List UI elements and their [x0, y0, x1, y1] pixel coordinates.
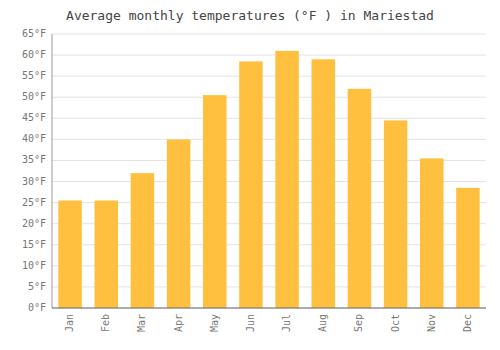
bar [456, 188, 480, 308]
y-tick-label: 15°F [22, 239, 46, 250]
x-tick-label: Sep [353, 314, 364, 332]
y-tick-label: 5°F [28, 281, 46, 292]
chart-container: 0°F 5°F 10°F 15°F 20°F 25°F 30°F 35°F 40°F 45°F 50… [0, 0, 500, 350]
y-tick-labels: 0°F 5°F 10°F 15°F 20°F 25°F 30°F 35°F 40°F 45°F 50… [22, 28, 46, 313]
y-tick-label: 35°F [22, 154, 46, 165]
bar [275, 51, 299, 308]
grid-line [52, 308, 486, 309]
grid-line [52, 55, 486, 56]
bar [131, 173, 155, 308]
chart-svg: 0°F 5°F 10°F 15°F 20°F 25°F 30°F 35°F 40°F 45°F 50… [0, 0, 500, 350]
y-tick-label: 55°F [22, 70, 46, 81]
x-tick-label: Jan [64, 314, 75, 332]
x-tick-label: Dec [462, 314, 473, 332]
y-tick-label: 40°F [22, 133, 46, 144]
y-tick-label: 50°F [22, 91, 46, 102]
x-tick-label: Feb [100, 314, 111, 332]
bar [420, 158, 444, 308]
x-tick-label: Nov [426, 314, 437, 332]
bar [94, 201, 118, 308]
bar [348, 89, 372, 308]
bar [203, 95, 227, 308]
grid-line [52, 76, 486, 77]
bar [58, 201, 82, 308]
y-axis-line [52, 34, 53, 308]
y-tick-label: 45°F [22, 112, 46, 123]
y-tick-label: 25°F [22, 197, 46, 208]
grid-line [52, 118, 486, 119]
x-tick-label: Oct [390, 314, 401, 332]
bars [58, 51, 479, 308]
bar [167, 139, 191, 308]
y-tick-label: 30°F [22, 176, 46, 187]
y-tick-label: 20°F [22, 218, 46, 229]
y-tick-label: 65°F [22, 28, 46, 39]
y-grid [52, 34, 486, 308]
grid-line [52, 34, 486, 35]
x-tick-label: Mar [136, 314, 147, 332]
x-tick-label: Apr [173, 314, 184, 332]
x-tick-label: Aug [317, 314, 328, 332]
y-tick-label: 60°F [22, 49, 46, 60]
x-tick-label: Jun [245, 314, 256, 332]
grid-line [52, 97, 486, 98]
x-axis-line [52, 308, 486, 309]
x-tick-label: Jul [281, 314, 292, 332]
y-tick-label: 10°F [22, 260, 46, 271]
bar [384, 120, 408, 308]
y-tick-label: 0°F [28, 302, 46, 313]
bar [239, 61, 263, 308]
chart-title: Average monthly temperatures (°F ) in Ma… [66, 8, 434, 23]
x-tick-label: May [209, 314, 220, 332]
x-tick-labels: Jan Feb Mar Apr May Jun Jul Aug Sep Oct Nov Dec [64, 314, 473, 332]
grid-line [52, 139, 486, 140]
bar [311, 59, 335, 308]
